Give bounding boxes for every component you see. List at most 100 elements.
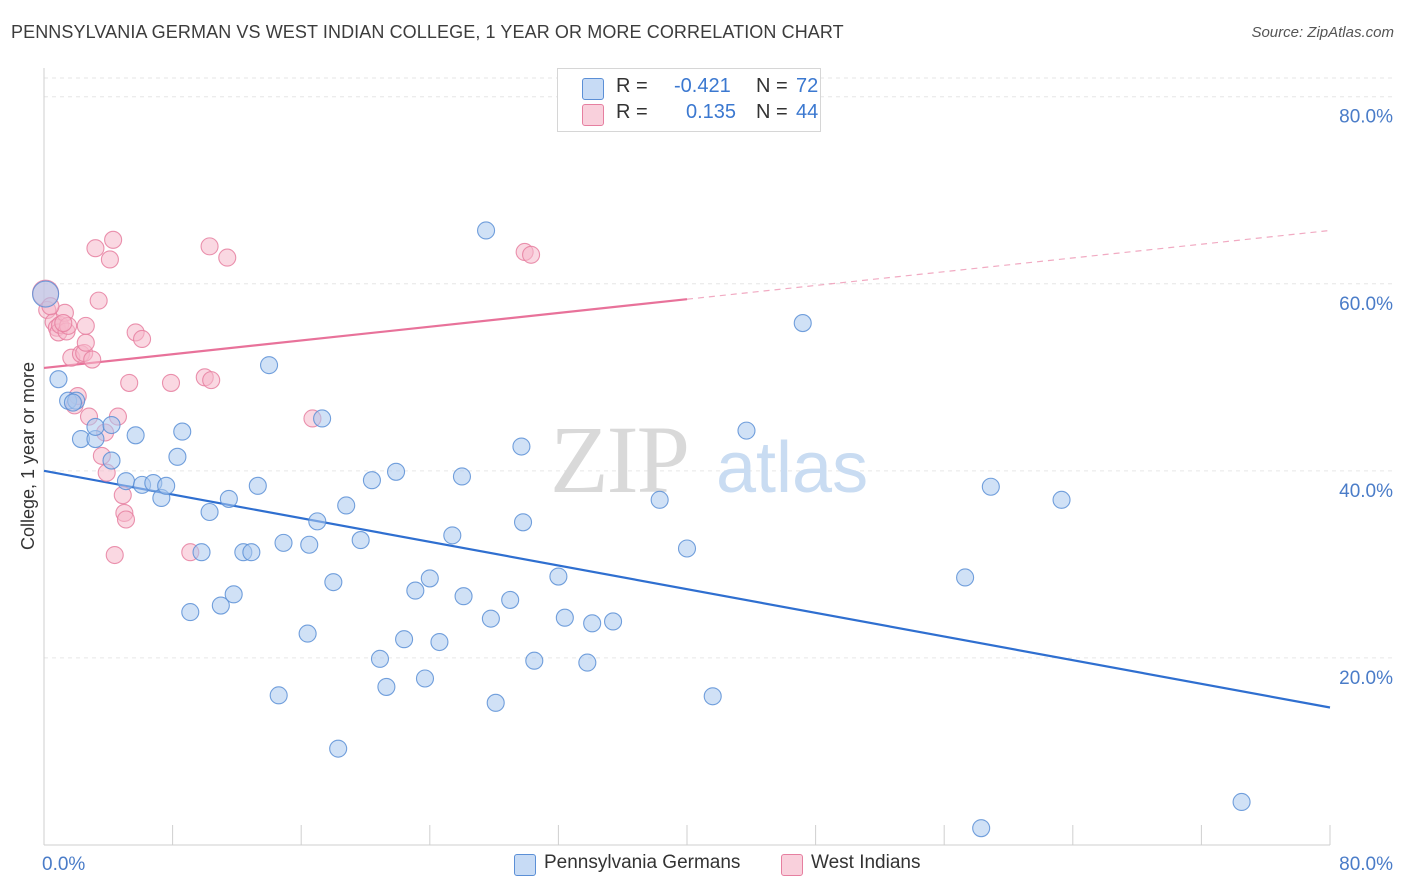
pa-german-point (452, 467, 472, 486)
pa-german-point (300, 535, 319, 554)
trend-line-0 (43, 469, 1331, 709)
bottom-legend-label: West Indians (811, 852, 921, 873)
correlation-legend: R = -0.421 N = 72 R = 0.135 N = 44 (557, 68, 821, 132)
chart-title: PENNSYLVANIA GERMAN VS WEST INDIAN COLLE… (11, 22, 844, 42)
pa-german-point (351, 531, 370, 550)
west-indian-point (161, 373, 181, 392)
pa-german-point (555, 608, 574, 627)
pa-german-point (181, 603, 200, 622)
legend-n-value: 72 (796, 75, 819, 97)
y-axis-label: College, 1 year or more (18, 362, 38, 550)
axes (43, 68, 1331, 846)
legend-n-value: 44 (796, 101, 819, 123)
bottom-legend-swatch-blue (514, 854, 536, 876)
west-indian-point (54, 314, 73, 333)
pa-german-point (972, 819, 991, 838)
pa-german-point (329, 739, 348, 758)
gridlines (44, 77, 1392, 659)
west-indian-point (104, 230, 123, 249)
y-tick-label: 60.0% (1339, 294, 1393, 315)
x-tick-label-max: 80.0% (1339, 854, 1393, 875)
west-indian-point (200, 237, 219, 256)
pa-german-point (102, 415, 121, 435)
pa-german-point (737, 421, 756, 440)
trend-line-solid-1 (43, 298, 688, 370)
pa-german-point (513, 513, 533, 532)
pa-german-point (337, 496, 356, 515)
pa-german-point (981, 477, 1000, 496)
pa-german-point (173, 422, 192, 441)
west-indian-point (86, 239, 105, 258)
x-tick-label-min: 0.0% (42, 854, 85, 875)
pa-german-point (430, 632, 449, 652)
pa-german-point (269, 686, 288, 705)
tick-labels: 20.0% 40.0% 60.0% 80.0% 0.0% 80.0% College, 1 … (18, 107, 1393, 875)
pa-german-point (259, 356, 279, 375)
pa-german-point (512, 437, 531, 456)
y-tick-label: 80.0% (1339, 107, 1393, 128)
legend-swatch-pink (582, 104, 604, 126)
pa-german-point (793, 314, 812, 333)
pa-german-point (86, 417, 105, 436)
pa-german-point (481, 609, 500, 628)
legend-n-label: N = (756, 75, 788, 97)
pa-german-point (313, 409, 332, 428)
pa-german-point (501, 590, 520, 609)
pa-german-point (324, 573, 343, 592)
pa-german-point (200, 502, 219, 522)
legend-r-label: R = (616, 101, 648, 123)
legend-r-value: 0.135 (686, 101, 737, 123)
pa-german-point (604, 612, 623, 631)
pa-german-point (415, 669, 435, 688)
source-credit: Source: ZipAtlas.com (1251, 24, 1394, 41)
pa-german-point (583, 614, 602, 633)
pa-german-point (395, 630, 414, 649)
legend-n-label: N = (756, 101, 788, 123)
pa-german-point (443, 526, 462, 545)
pa-german-point (454, 587, 473, 606)
pa-german-point (211, 596, 230, 615)
bottom-legend-swatch-pink (781, 854, 803, 876)
pa-german-point (549, 567, 568, 586)
west-indian-point (76, 333, 95, 352)
pa-german-point (63, 393, 82, 412)
pa-german-point (298, 624, 317, 643)
west-indian-point (100, 250, 119, 269)
pa-german-point (308, 512, 327, 531)
pa-german-point (703, 687, 722, 706)
pa-german-point (32, 280, 60, 308)
pa-german-point (486, 693, 505, 712)
pa-german-point (525, 651, 544, 670)
pa-german-point (1052, 490, 1071, 509)
west-indian-point (76, 316, 95, 335)
west-indian-point (89, 291, 108, 310)
watermark: ZIP atlas (550, 406, 868, 513)
pa-german-point (477, 221, 496, 240)
pa-german-point (377, 677, 396, 696)
pa-german-point (224, 585, 243, 604)
pa-german-point (49, 370, 68, 389)
west-indian-point (202, 371, 221, 390)
pa-german-point (956, 568, 975, 587)
pa-german-point (248, 476, 267, 495)
data-points (32, 221, 1251, 838)
pa-german-point (126, 426, 145, 445)
west-indian-point (218, 248, 237, 267)
west-indian-point (133, 329, 152, 349)
pa-german-point (102, 451, 121, 470)
west-indian-point (83, 350, 102, 369)
west-indian-point (522, 245, 541, 264)
legend-r-label: R = (616, 75, 648, 97)
legend-swatch-blue (582, 78, 604, 100)
pa-german-point (1232, 792, 1251, 812)
y-tick-label: 40.0% (1339, 481, 1393, 502)
pa-german-point (157, 476, 176, 495)
bottom-legend-label: Pennsylvania Germans (544, 852, 741, 873)
trend-line-dashed-1 (686, 229, 1331, 300)
pa-german-point (168, 447, 187, 466)
pa-german-point (406, 581, 425, 600)
pa-german-point (362, 471, 381, 490)
pa-german-point (420, 569, 439, 588)
y-tick-label: 20.0% (1339, 668, 1393, 689)
